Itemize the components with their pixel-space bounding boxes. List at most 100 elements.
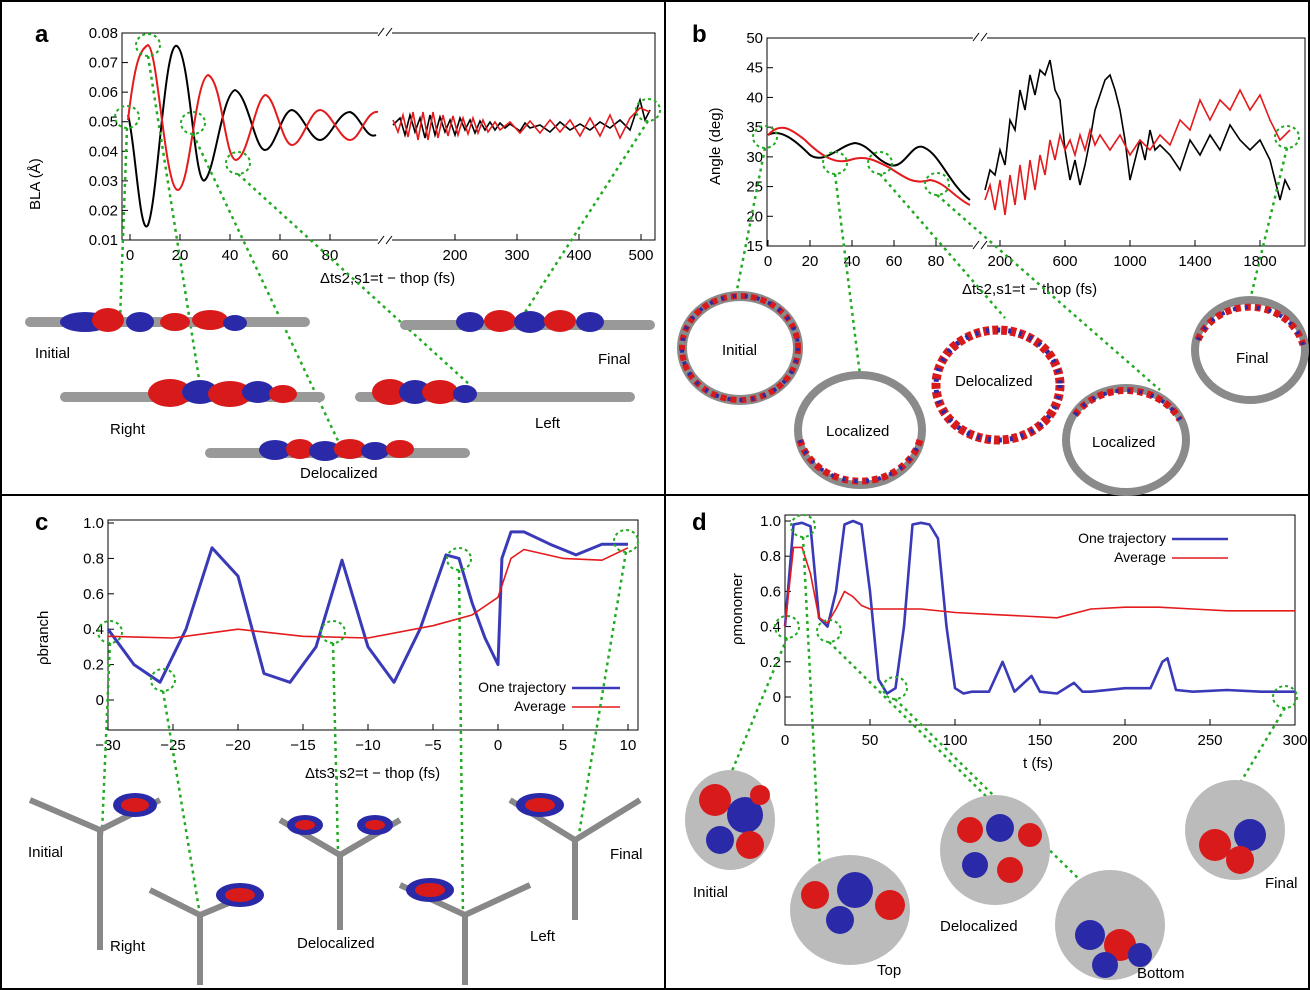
panel-c-x-tick-label: −25 <box>160 737 185 754</box>
panel-a-x-tick-label: 20 <box>172 247 189 264</box>
panel-d-series-trajectory <box>783 519 1295 695</box>
panel-d-y-label: ρmonomer <box>729 573 746 645</box>
panel-c-x-label: Δts3,s2=t − thop (fs) <box>305 765 440 782</box>
panel-a-y-tick-label: 0.07 <box>89 55 118 72</box>
panel-c-y-tick-label: 0.2 <box>83 657 104 674</box>
panel-b-y2-tick-label: 600 <box>1052 253 1077 270</box>
panel-c-structure-right <box>148 883 264 985</box>
panel-b-plot-frame <box>766 37 1306 247</box>
panel-a-y-tick-label: 0.01 <box>89 232 118 249</box>
panel-c-letter: c <box>35 509 48 536</box>
panel-c-x-tick-label: 5 <box>559 737 567 754</box>
panel-d-x-tick-label: 300 <box>1282 732 1307 749</box>
panel-a-structure-initial <box>25 308 310 332</box>
panel-b-y-tick-label: 30 <box>746 149 763 166</box>
panel-a-plot-frame <box>121 32 656 241</box>
panel-a-y-tick-label: 0.05 <box>89 114 118 131</box>
panel-c-x-tick-label: −30 <box>95 737 120 754</box>
panel-a-label-final: Final <box>598 351 631 368</box>
panel-a-label-initial: Initial <box>35 345 70 362</box>
panel-a-black-trace-left <box>127 44 377 228</box>
panel-b-y-label: Angle (deg) <box>707 107 724 185</box>
panel-a-label-left: Left <box>535 415 561 432</box>
panel-a-red-trace-right <box>392 107 651 141</box>
panel-a-y-tick-label: 0.04 <box>89 143 118 160</box>
panel-d-letter: d <box>692 509 707 536</box>
panel-a-y-label: BLA (Å) <box>27 158 44 210</box>
panel-b-x-label: Δts2,s1=t − thop (fs) <box>962 281 1097 298</box>
panel-a-structure-final <box>400 310 655 333</box>
panel-c-legend: One trajectory Average <box>478 679 620 714</box>
panel-b-y2-tick-label: 1000 <box>1113 253 1146 270</box>
panel-a-y-tick-label: 0.03 <box>89 173 118 190</box>
panel-c-y-tick-label: 0.6 <box>83 586 104 603</box>
panel-c-structure-left <box>398 878 532 985</box>
panel-a-x-tick-label: 40 <box>222 247 239 264</box>
panel-a-structure-left <box>355 379 635 405</box>
panel-d-x-tick-label: 100 <box>942 732 967 749</box>
panel-b-y-tick-label: 35 <box>746 119 763 136</box>
panel-a-axis-break <box>377 27 393 246</box>
panel-c-y-label: ρbranch <box>35 611 52 665</box>
panel-d-label-bottom: Bottom <box>1137 965 1185 982</box>
panel-c-plot-frame <box>107 519 639 731</box>
panel-b-label-localized-1: Localized <box>826 423 889 440</box>
panel-d-structure-initial <box>685 770 775 870</box>
panel-d-series <box>783 519 1295 695</box>
panel-b-label-initial: Initial <box>722 342 757 359</box>
panel-c-y-tick-label: 0.4 <box>83 621 104 638</box>
panel-c-series-average <box>107 547 629 639</box>
panel-b-structure-delocalized <box>931 325 1065 445</box>
panel-d-structure-delocalized <box>940 795 1050 905</box>
panel-b-y2-tick-label: 20 <box>802 253 819 270</box>
panel-b-y-tick-label: 40 <box>746 89 763 106</box>
panel-c-structure-delocalized <box>278 815 402 930</box>
panel-c-x-ticks: −30 −25 −20 −15 −10 −5 0 5 10 <box>95 724 636 754</box>
panel-b-structure-localized-2 <box>1062 384 1190 496</box>
panel-b-y2-tick-label: 80 <box>928 253 945 270</box>
panel-a-label-delocalized: Delocalized <box>300 465 378 482</box>
panel-d-label-final: Final <box>1265 875 1298 892</box>
panel-b-axis-break <box>972 32 988 251</box>
panel-c-label-final: Final <box>610 846 643 863</box>
panel-a-y-tick-label: 0.08 <box>89 25 118 42</box>
panel-d-structure-final <box>1185 780 1285 880</box>
panel-d-y-tick-label: 0 <box>773 689 781 706</box>
panel-a-letter: a <box>35 21 49 48</box>
panel-b-y-tick-label: 20 <box>746 208 763 225</box>
panel-b-label-localized-2: Localized <box>1092 434 1155 451</box>
panel-b-y2-tick-label: 60 <box>886 253 903 270</box>
panel-c-x-tick-label: 10 <box>620 737 637 754</box>
panel-b-label-delocalized: Delocalized <box>955 373 1033 390</box>
panel-d-x-tick-label: 250 <box>1197 732 1222 749</box>
panel-b-x-ticks: 0 20 40 60 80 200 600 1000 1400 1800 <box>764 240 1277 270</box>
panel-b-y2-tick-label: 1400 <box>1178 253 1211 270</box>
panel-a-markers <box>114 33 661 175</box>
panel-a-x-tick-label: 80 <box>322 247 339 264</box>
panel-b-y-tick-label: 45 <box>746 60 763 77</box>
panel-c-legend-trajectory: One trajectory <box>478 679 566 695</box>
panel-c-x-tick-label: −20 <box>225 737 250 754</box>
panel-d-markers <box>774 514 1298 709</box>
panel-b-guides <box>733 147 1289 391</box>
panel-d-legend-trajectory: One trajectory <box>1078 530 1166 546</box>
panel-b-label-final: Final <box>1236 350 1269 367</box>
panel-b-markers <box>752 125 1300 196</box>
panel-a-guides <box>118 55 650 446</box>
panel-b-structure-initial <box>677 291 803 405</box>
panel-c-guides <box>98 551 628 916</box>
panel-c-label-left: Left <box>530 928 556 945</box>
panel-a-x-tick-label: 0 <box>126 247 134 264</box>
panel-d-y-tick-label: 1.0 <box>760 513 781 530</box>
panel-a-label-right: Right <box>110 421 146 438</box>
panel-a-structure-delocalized <box>205 439 470 461</box>
panel-a-x-tick-label: 60 <box>272 247 289 264</box>
panel-d-x-label: t (fs) <box>1023 755 1053 772</box>
panel-d-x-tick-label: 150 <box>1027 732 1052 749</box>
panel-d-series-average <box>784 546 1295 627</box>
panel-b-y2-tick-label: 200 <box>987 253 1012 270</box>
panel-a-y-tick-label: 0.02 <box>89 202 118 219</box>
panel-b-black-trace-left <box>767 132 971 201</box>
panel-c-structure-initial <box>28 793 162 950</box>
